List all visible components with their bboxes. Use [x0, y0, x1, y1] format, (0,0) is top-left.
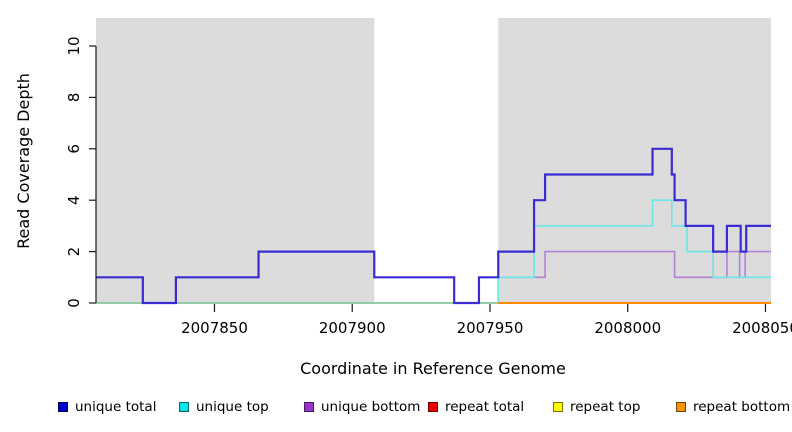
legend-swatch-icon [304, 402, 314, 412]
legend-label: repeat total [445, 399, 525, 415]
legend-swatch-icon [676, 402, 686, 412]
shaded-regions [96, 18, 771, 303]
axes: 0 2 4 6 8 10 2007850 2007900 2007950 2008000 20080… [65, 36, 792, 337]
x-axis-title: Coordinate in Reference Genome [300, 359, 566, 378]
x-tick-label: 2007850 [181, 319, 248, 337]
legend-label: unique bottom [321, 399, 421, 415]
shaded-region [498, 18, 771, 303]
shaded-region [96, 18, 375, 303]
legend-item-repeat-bottom: repeat bottom [676, 400, 790, 414]
legend-item-unique-top: unique top [179, 400, 269, 414]
y-tick-label: 2 [65, 247, 83, 257]
legend-swatch-icon [58, 402, 68, 412]
y-tick-label: 4 [65, 195, 83, 205]
y-tick-label: 8 [65, 93, 83, 103]
y-tick-label: 6 [65, 144, 83, 154]
legend-label: repeat top [570, 399, 641, 415]
legend-label: unique top [196, 399, 269, 415]
legend-item-repeat-top: repeat top [553, 400, 640, 414]
x-tick-label: 2007900 [319, 319, 386, 337]
x-tick-label: 2007950 [457, 319, 524, 337]
series-line-unique-top [96, 199, 771, 304]
legend-label: unique total [75, 399, 157, 415]
legend-swatch-icon [428, 402, 438, 412]
x-tick-label: 2008000 [594, 319, 661, 337]
y-tick-label: 0 [65, 298, 83, 308]
legend: unique total unique top unique bottom repea… [0, 400, 792, 418]
series-line-unique-total [96, 147, 771, 305]
legend-swatch-icon [179, 402, 189, 412]
legend-label: repeat bottom [693, 399, 791, 415]
series-lines [96, 147, 771, 305]
legend-swatch-icon [553, 402, 563, 412]
x-tick-label: 2008050 [732, 319, 792, 337]
y-axis-title: Read Coverage Depth [14, 73, 33, 249]
legend-item-repeat-total: repeat total [428, 400, 524, 414]
legend-item-unique-total: unique total [58, 400, 156, 414]
y-tick-label: 10 [65, 36, 83, 55]
legend-item-unique-bottom: unique bottom [304, 400, 420, 414]
